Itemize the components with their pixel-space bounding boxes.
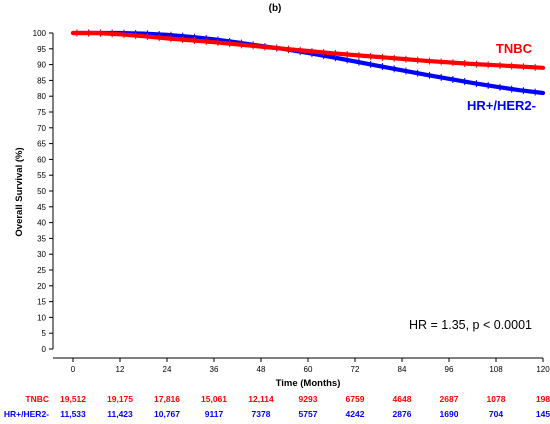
x-axis-title: Time (Months) bbox=[276, 378, 341, 389]
x-tick-label: 96 bbox=[445, 365, 454, 374]
y-tick-label: 25 bbox=[37, 266, 46, 275]
risk-count-tnbc: 15,061 bbox=[201, 394, 227, 404]
risk-row-label-hr-her2: HR+/HER2- bbox=[4, 409, 49, 419]
risk-count-hr-her2: 10,767 bbox=[154, 409, 180, 419]
y-tick-label: 15 bbox=[37, 298, 46, 307]
series-label-tnbc: TNBC bbox=[496, 41, 533, 56]
risk-count-hr-her2: 2876 bbox=[393, 409, 412, 419]
y-tick-label: 70 bbox=[37, 124, 46, 133]
risk-count-tnbc: 2687 bbox=[440, 394, 459, 404]
y-tick-label: 35 bbox=[37, 234, 46, 243]
risk-count-hr-her2: 11,533 bbox=[60, 409, 86, 419]
risk-count-tnbc: 17,816 bbox=[154, 394, 180, 404]
y-tick-label: 85 bbox=[37, 76, 46, 85]
y-tick-label: 100 bbox=[33, 29, 47, 38]
survival-curves bbox=[70, 29, 546, 96]
risk-count-hr-her2: 11,423 bbox=[107, 409, 133, 419]
y-tick-label: 90 bbox=[37, 61, 46, 70]
risk-row-label-tnbc: TNBC bbox=[25, 394, 49, 404]
risk-count-hr-her2: 7378 bbox=[252, 409, 271, 419]
hazard-ratio-annotation: HR = 1.35, p < 0.0001 bbox=[409, 318, 532, 332]
risk-count-hr-her2: 4242 bbox=[346, 409, 365, 419]
x-tick-label: 24 bbox=[163, 365, 172, 374]
risk-count-hr-her2: 1690 bbox=[440, 409, 459, 419]
x-tick-label: 108 bbox=[489, 365, 503, 374]
series-label-hr-her2: HR+/HER2- bbox=[467, 98, 536, 113]
x-tick-label: 0 bbox=[71, 365, 76, 374]
risk-count-tnbc: 4648 bbox=[393, 394, 412, 404]
y-tick-label: 50 bbox=[37, 187, 46, 196]
y-tick-label: 60 bbox=[37, 155, 46, 164]
risk-count-tnbc: 19,512 bbox=[60, 394, 86, 404]
risk-count-tnbc: 19,175 bbox=[107, 394, 133, 404]
y-tick-label: 45 bbox=[37, 203, 46, 212]
y-tick-label: 5 bbox=[42, 329, 47, 338]
x-tick-label: 84 bbox=[398, 365, 407, 374]
x-tick-label: 48 bbox=[257, 365, 266, 374]
risk-count-tnbc: 9293 bbox=[299, 394, 318, 404]
y-axis-title: Overall Survival (%) bbox=[14, 147, 25, 236]
risk-count-tnbc: 198 bbox=[536, 394, 550, 404]
risk-count-tnbc: 12,114 bbox=[248, 394, 274, 404]
risk-table: TNBC 19,512 19,175 17,816 15,061 12,114 9293 67… bbox=[4, 394, 550, 419]
y-tick-label: 80 bbox=[37, 92, 46, 101]
x-tick-label: 36 bbox=[210, 365, 219, 374]
y-tick-label: 20 bbox=[37, 282, 46, 291]
panel-label: (b) bbox=[269, 3, 282, 14]
axes: 0 5 10 15 20 25 30 35 40 45 50 55 60 65 70 75 80 85 90 95 10… bbox=[33, 29, 550, 374]
risk-count-hr-her2: 5757 bbox=[299, 409, 318, 419]
risk-count-hr-her2: 704 bbox=[489, 409, 503, 419]
y-tick-label: 30 bbox=[37, 250, 46, 259]
x-tick-label: 120 bbox=[536, 365, 550, 374]
risk-count-hr-her2: 9117 bbox=[205, 409, 224, 419]
y-tick-label: 55 bbox=[37, 171, 46, 180]
curve-tnbc bbox=[70, 30, 546, 70]
risk-count-tnbc: 1078 bbox=[487, 394, 506, 404]
y-tick-label: 95 bbox=[37, 45, 46, 54]
risk-count-hr-her2: 145 bbox=[536, 409, 550, 419]
y-tick-label: 40 bbox=[37, 219, 46, 228]
x-tick-label: 60 bbox=[304, 365, 313, 374]
y-tick-label: 65 bbox=[37, 140, 46, 149]
risk-count-tnbc: 6759 bbox=[346, 394, 365, 404]
x-tick-label: 12 bbox=[116, 365, 125, 374]
x-tick-label: 72 bbox=[351, 365, 360, 374]
y-tick-label: 75 bbox=[37, 108, 46, 117]
y-tick-label: 10 bbox=[37, 313, 46, 322]
y-tick-label: 0 bbox=[42, 345, 47, 354]
